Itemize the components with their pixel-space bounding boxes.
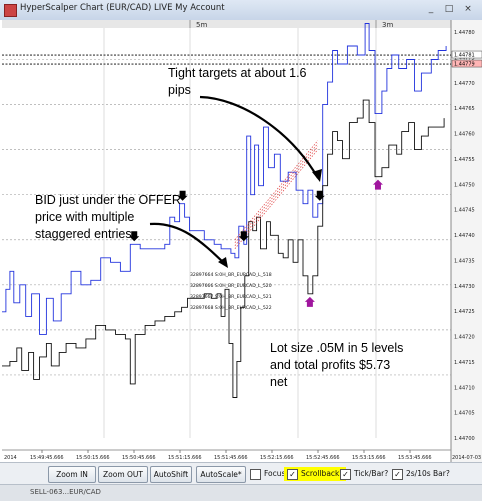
scrollback-label: Scrollback? [301,469,344,478]
annotation-arrowhead [218,257,228,268]
annotation-text: BID just under the OFFER [35,193,181,207]
period-marker-label: 3m [382,21,393,29]
window-title: HyperScalper Chart (EUR/CAD) LIVE My Acc… [20,3,225,13]
annotation-text: staggered entries [35,227,132,241]
time-tick-label: 15:51:45.666 [214,455,248,461]
scrollback-checkbox-box[interactable]: ✓ [287,468,298,480]
chart-grid [2,28,451,438]
price-tick-label: 1.44740 [454,233,475,239]
order-marks [129,179,383,307]
price-flag [451,50,482,59]
buy-arrow-icon [304,296,315,307]
scrollback-checkbox[interactable]: ✓ Scrollback? [284,467,347,481]
price-guides: 1.44781 1.44779 [2,50,482,68]
two-s-bar-checkbox[interactable]: ✓ 2s/10s Bar? [392,467,450,481]
price-flag-label: 1.44779 [454,62,475,68]
entry-guide-line [234,146,319,246]
annotation-text: price with multiple [35,210,134,224]
price-flag-label: 1.44781 [454,53,475,59]
time-tick-label: 15:50:15.666 [76,455,110,461]
order-labels: 32897664 S:0H_BR_EURCAD_L_518 32897666 S:… [190,272,272,311]
series-line-offer [2,23,447,335]
price-tick-label: 1.44705 [454,411,475,417]
control-bar: Zoom IN Zoom OUT AutoShift AutoScale* Fo… [0,462,482,485]
price-tick-label: 1.44775 [454,55,475,61]
price-tick-label: 1.44700 [454,436,475,442]
title-bar: HyperScalper Chart (EUR/CAD) LIVE My Acc… [0,0,482,21]
entry-guide-line [234,149,319,249]
order-entry-label: 32897664 S:0H_BR_EURCAD_L_518 [190,272,272,278]
tick-bar-checkbox[interactable]: ✓ Tick/Bar? [340,467,388,481]
time-tick-label: 15:53:45.666 [398,455,432,461]
price-series [2,23,447,398]
two-s-bar-checkbox-box[interactable]: ✓ [392,468,403,480]
order-entry-label: 32897668 S:0H_BR_EURCAD_L_522 [190,305,272,311]
chart-axis: 1.44780 1.44775 1.44770 1.44765 1.44760 1.447… [2,20,482,462]
order-entry-label: 32897666 S:0H_BR_EURCAD_L_520 [190,283,272,289]
time-tick-label: 15:51:15.666 [168,455,202,461]
focus-checkbox-box[interactable] [250,468,261,480]
price-tick-label: 1.44780 [454,30,475,36]
period-band [2,20,451,28]
annotations: Tight targets at about 1.6 pips BID just u… [35,66,403,389]
sell-arrow-icon [177,190,188,201]
sell-arrow-icon [238,231,249,242]
price-tick-label: 1.44750 [454,182,475,188]
buy-arrow-icon [372,179,383,190]
two-s-bar-label: 2s/10s Bar? [406,469,450,478]
price-tick-label: 1.44720 [454,335,475,341]
series-line-bid [2,99,445,398]
annotation-arrow [149,222,226,265]
entry-guide-line [234,140,319,240]
annotation-arrow [199,95,319,179]
time-tick-label: 15:52:15.666 [260,455,294,461]
sell-arrow-icon [314,190,325,201]
time-tick-label: 15:52:45.666 [306,455,340,461]
price-tick-label: 1.44725 [454,309,475,315]
price-axis-background [451,20,482,462]
time-tick-label: 15:49:45.666 [30,455,64,461]
time-end-label: 2014-07-03 [452,455,481,461]
order-entry-label: 32897667 S:0H_BR_EURCAD_L_521 [190,294,272,300]
price-tick-label: 1.44755 [454,157,475,163]
annotation-text: net [270,375,288,389]
minimize-button[interactable]: _ [428,4,434,14]
tick-bar-label: Tick/Bar? [354,469,389,478]
price-tick-label: 1.44765 [454,106,475,112]
time-start-label: 2014 [4,455,17,461]
zoom-in-button[interactable]: Zoom IN [48,466,96,483]
annotation-text: Tight targets at about 1.6 [168,66,307,80]
annotation-text: and total profits $5.73 [270,358,390,372]
price-tick-label: 1.44730 [454,284,475,290]
entry-guide-line [234,143,319,243]
autoshift-button[interactable]: AutoShift [150,466,192,483]
period-bands: 5m 3m [2,20,451,29]
close-button[interactable]: × [464,4,472,14]
time-tick-label: 15:50:45.666 [122,455,156,461]
price-chart[interactable]: 5m 3m 1.44780 1.44775 1.44770 1.44765 1.44760… [0,20,482,462]
price-tick-label: 1.44735 [454,258,475,264]
status-bar: SELL-063...EUR/CAD [0,484,482,501]
period-marker-label: 5m [196,21,207,29]
status-text: SELL-063...EUR/CAD [30,488,101,496]
price-tick-label: 1.44760 [454,132,475,138]
annotation-text: Lot size .05M in 5 levels [270,341,403,355]
sell-arrow-icon [129,231,140,242]
focus-checkbox[interactable]: Focus? [250,467,289,481]
annotation-arrowhead [312,169,322,182]
tick-bar-checkbox-box[interactable]: ✓ [340,468,351,480]
autoscale-button[interactable]: AutoScale* [196,466,246,483]
price-tick-label: 1.44715 [454,360,475,366]
annotation-text: pips [168,83,191,97]
price-tick-label: 1.44770 [454,81,475,87]
zoom-out-button[interactable]: Zoom OUT [98,466,148,483]
price-tick-label: 1.44710 [454,385,475,391]
price-flag [451,59,482,68]
price-tick-label: 1.44745 [454,208,475,214]
app-icon [4,4,17,17]
focus-label: Focus? [264,469,290,478]
time-tick-label: 15:53:15.666 [352,455,386,461]
maximize-button[interactable]: □ [444,4,454,14]
